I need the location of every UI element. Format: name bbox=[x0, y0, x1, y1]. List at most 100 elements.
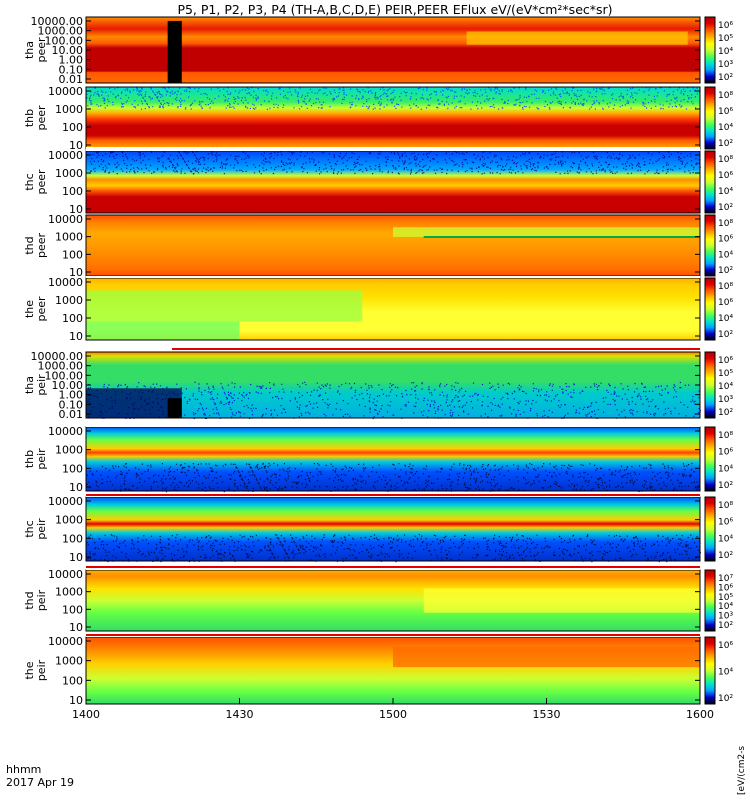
colorbar bbox=[704, 277, 716, 341]
spectrogram-patch bbox=[423, 588, 700, 613]
colorbar-tick-label: 10² bbox=[718, 694, 733, 704]
separator-strip bbox=[86, 634, 700, 636]
x-tick-label: 1530 bbox=[533, 708, 561, 721]
panel-probe-label: thc bbox=[23, 173, 36, 190]
y-tick-label: 100 bbox=[62, 532, 83, 545]
y-tick-label: 0.01 bbox=[59, 408, 84, 421]
panel-thb-peer: 10000 1000 100 10 thb peer 10⁸ 10⁶ 10⁴ 10² bbox=[23, 85, 733, 152]
time-label-hhmm: hhmm bbox=[6, 763, 41, 776]
colorbar-tick-label: 10⁵ bbox=[718, 593, 733, 603]
panel-the-peer: 10000 1000 100 10 the peer 10⁸ 10⁶ 10⁴ 10² bbox=[23, 276, 733, 343]
colorbar-tick-label: 10² bbox=[718, 551, 733, 561]
colorbar-tick-label: 10⁶ bbox=[718, 107, 733, 117]
spectrogram-patch bbox=[86, 321, 240, 340]
colorbar bbox=[704, 16, 716, 84]
separator-strip bbox=[86, 494, 700, 496]
spectrogram-patch bbox=[393, 647, 700, 668]
y-tick-label: 10000 bbox=[48, 213, 83, 226]
y-tick-label: 100 bbox=[62, 462, 83, 475]
colorbar-tick-label: 10⁵ bbox=[718, 369, 733, 379]
x-axis: 1400 1430 1500 1530 1600 bbox=[72, 698, 714, 721]
colorbar bbox=[704, 426, 716, 492]
colorbar-tick-label: 10⁶ bbox=[718, 583, 733, 593]
y-tick-label: 10 bbox=[69, 551, 83, 564]
panel-product-label: peer bbox=[35, 169, 48, 195]
colorbar bbox=[704, 569, 716, 632]
colorbar-tick-label: 10² bbox=[718, 621, 733, 631]
spectrogram-patch bbox=[86, 388, 182, 418]
panel-product-label: peir bbox=[35, 589, 48, 611]
y-tick-label: 0.01 bbox=[59, 73, 84, 86]
y-tick-label: 10 bbox=[69, 481, 83, 494]
figure-title: P5, P1, P2, P3, P4 (TH-A,B,C,D,E) PEIR,P… bbox=[177, 2, 612, 17]
colorbar-tick-label: 10⁶ bbox=[718, 641, 733, 651]
y-tick-label: 1000 bbox=[55, 444, 83, 457]
y-tick-label: 1000 bbox=[55, 294, 83, 307]
y-tick-label: 1.00 bbox=[59, 389, 84, 402]
colorbar-tick-label: 10⁴ bbox=[718, 602, 733, 612]
colorbar bbox=[704, 351, 716, 419]
colorbar-tick-label: 10² bbox=[718, 330, 733, 340]
colorbar-tick-label: 10⁴ bbox=[718, 464, 733, 474]
x-tick-label: 1600 bbox=[686, 708, 714, 721]
panel-probe-label: the bbox=[23, 300, 36, 318]
y-tick-label: 10000 bbox=[48, 276, 83, 289]
y-tick-label: 1000 bbox=[55, 167, 83, 180]
colorbar-tick-label: 10⁶ bbox=[718, 298, 733, 308]
y-tick-label: 10 bbox=[69, 694, 83, 707]
spectrogram-area bbox=[86, 427, 700, 491]
x-tick-label: 1500 bbox=[379, 708, 407, 721]
y-tick-label: 100 bbox=[62, 603, 83, 616]
panel-thd-peer: 10000 1000 100 10 thd peer 10⁸ 10⁶ 10⁴ 10² bbox=[23, 213, 733, 279]
colorbar bbox=[704, 496, 716, 562]
spectrogram-patch bbox=[86, 290, 363, 322]
colorbar-tick-label: 10⁴ bbox=[718, 314, 733, 324]
colorbar-tick-label: 10⁵ bbox=[718, 34, 733, 44]
y-tick-label: 1000.00 bbox=[38, 360, 84, 373]
panels-layer: 10000.001000.00100.0010.001.000.100.01th… bbox=[23, 15, 733, 707]
spectrogram-area bbox=[86, 497, 700, 561]
y-tick-label: 10 bbox=[69, 203, 83, 216]
colorbar-tick-label: 10⁶ bbox=[718, 171, 733, 181]
data-gap bbox=[167, 398, 182, 418]
panel-probe-label: tha bbox=[23, 376, 36, 394]
colorbar-tick-label: 10⁸ bbox=[718, 282, 733, 292]
panel-product-label: peir bbox=[35, 659, 48, 681]
colorbar-tick-label: 10⁶ bbox=[718, 21, 733, 31]
y-tick-label: 1000 bbox=[55, 655, 83, 668]
y-tick-label: 10 bbox=[69, 330, 83, 343]
separator-strip bbox=[86, 566, 700, 568]
panel-product-label: peer bbox=[35, 105, 48, 131]
panel-probe-label: thb bbox=[23, 109, 36, 127]
colorbar-tick-label: 10⁴ bbox=[718, 382, 733, 392]
y-tick-label: 0.10 bbox=[59, 398, 84, 411]
colorbar-tick-label: 10⁶ bbox=[718, 356, 733, 366]
panel-thc-peir: 10000 1000 100 10 thc peir 10⁸ 10⁶ 10⁴ 10² bbox=[23, 495, 733, 564]
y-tick-label: 1000 bbox=[55, 586, 83, 599]
colorbar-tick-label: 10⁸ bbox=[718, 91, 733, 101]
y-tick-label: 100.00 bbox=[45, 369, 84, 382]
colorbar-tick-label: 10² bbox=[718, 139, 733, 149]
spectrogram-noise bbox=[90, 151, 701, 175]
y-tick-label: 10000 bbox=[48, 149, 83, 162]
y-tick-label: 1.00 bbox=[59, 54, 84, 67]
y-tick-label: 100.00 bbox=[45, 34, 84, 47]
colorbar-tick-label: 10⁸ bbox=[718, 501, 733, 511]
y-tick-label: 100 bbox=[62, 312, 83, 325]
y-tick-label: 10 bbox=[69, 266, 83, 279]
y-tick-label: 10000 bbox=[48, 495, 83, 508]
y-tick-label: 10 bbox=[69, 139, 83, 152]
y-tick-label: 10000 bbox=[48, 85, 83, 98]
y-tick-label: 100 bbox=[62, 248, 83, 261]
panel-product-label: peer bbox=[35, 296, 48, 322]
y-tick-label: 1000 bbox=[55, 514, 83, 527]
spectrogram-noise bbox=[86, 462, 701, 493]
panel-product-label: peir bbox=[35, 518, 48, 540]
colorbar-tick-label: 10² bbox=[718, 408, 733, 418]
panel-probe-label: thd bbox=[23, 591, 36, 609]
panel-probe-label: thd bbox=[23, 236, 36, 254]
colorbar-tick-label: 10⁶ bbox=[718, 518, 733, 528]
